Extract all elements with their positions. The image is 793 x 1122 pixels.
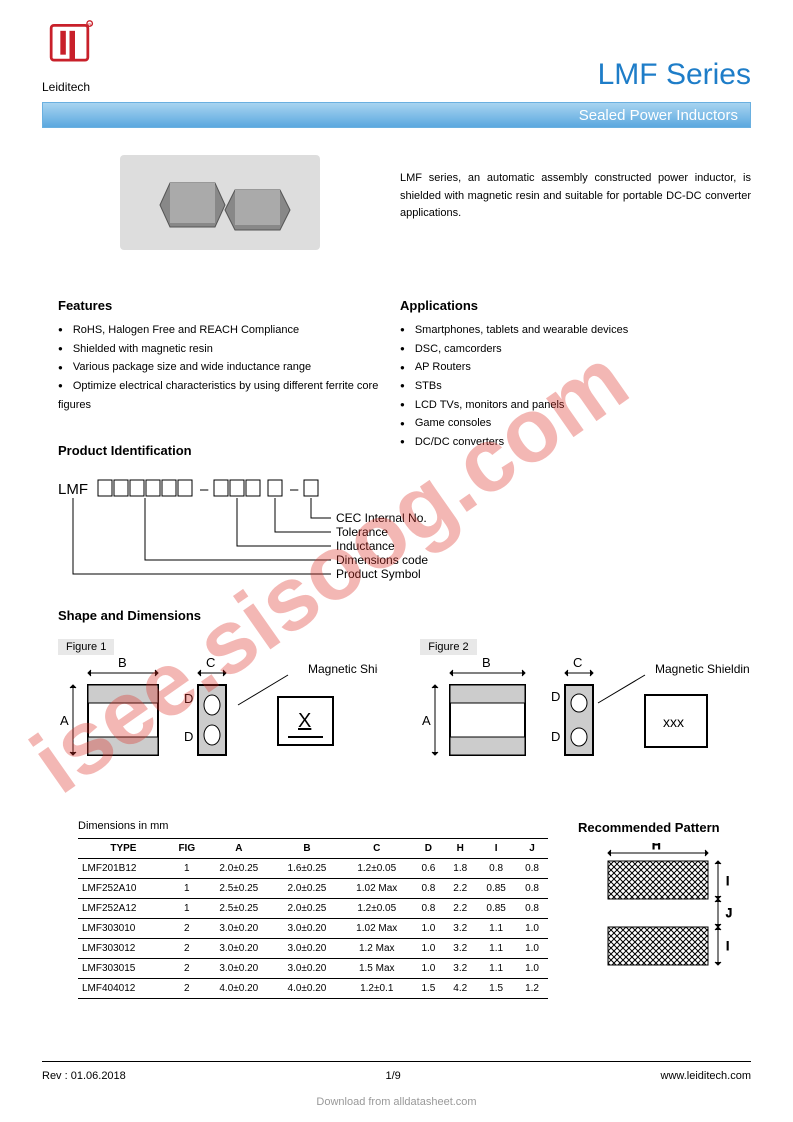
features-section: Features RoHS, Halogen Free and REACH Co…: [58, 298, 388, 414]
figure-1-diagram: Magnetic Shielding A B: [58, 655, 378, 785]
svg-text:Product Symbol: Product Symbol: [336, 567, 421, 581]
svg-text:J: J: [726, 906, 732, 920]
table-header: TYPE: [78, 839, 169, 859]
list-item: RoHS, Halogen Free and REACH Compliance: [58, 321, 388, 340]
footer-divider: [42, 1061, 751, 1062]
table-header: FIG: [169, 839, 205, 859]
list-item: Shielded with magnetic resin: [58, 340, 388, 359]
svg-text:I: I: [726, 939, 729, 953]
list-item: Various package size and wide inductance…: [58, 358, 388, 377]
svg-text:LMF: LMF: [58, 481, 88, 498]
brand-name: Leiditech: [42, 80, 102, 94]
table-header: C: [341, 839, 412, 859]
svg-text:D: D: [551, 689, 560, 704]
table-header: D: [412, 839, 444, 859]
list-item: Game consoles: [400, 414, 730, 433]
table-row: LMF252A1012.5±0.252.0±0.251.02 Max0.82.2…: [78, 879, 548, 899]
applications-heading: Applications: [400, 298, 730, 313]
svg-text:Inductance: Inductance: [336, 539, 395, 553]
svg-text:X: X: [298, 710, 311, 732]
list-item: Smartphones, tablets and wearable device…: [400, 321, 730, 340]
svg-text:–: –: [200, 481, 209, 498]
page-number: 1/9: [386, 1070, 401, 1082]
svg-text:D: D: [184, 729, 193, 744]
product-photo: [120, 155, 320, 250]
svg-text:Magnetic Shielding: Magnetic Shielding: [308, 662, 378, 676]
svg-text:A: A: [60, 713, 69, 728]
svg-text:D: D: [184, 691, 193, 706]
dimensions-caption: Dimensions in mm: [78, 820, 168, 832]
table-header: H: [444, 839, 476, 859]
product-id-section: Product Identification LMF – – CEC Int: [58, 443, 458, 621]
features-list: RoHS, Halogen Free and REACH Compliance …: [58, 321, 388, 414]
applications-list: Smartphones, tablets and wearable device…: [400, 321, 730, 452]
product-id-diagram: LMF – – CEC Internal No. Tolerance: [58, 476, 458, 616]
list-item: Optimize electrical characteristics by u…: [58, 377, 388, 414]
table-header: J: [516, 839, 548, 859]
table-header: I: [476, 839, 516, 859]
svg-text:C: C: [206, 655, 215, 670]
table-header: A: [205, 839, 273, 859]
download-source-text: Download from alldatasheet.com: [0, 1096, 793, 1108]
svg-text:–: –: [290, 481, 299, 498]
svg-text:Magnetic Shielding: Magnetic Shielding: [655, 662, 750, 676]
svg-text:H: H: [652, 843, 661, 852]
dimensions-table: TYPEFIGABCDHIJ LMF201B1212.0±0.251.6±0.2…: [78, 838, 548, 999]
list-item: DSC, camcorders: [400, 340, 730, 359]
recommended-pattern-heading: Recommended Pattern: [578, 820, 758, 835]
figure-1-label: Figure 1: [58, 639, 114, 655]
table-row: LMF30301523.0±0.203.0±0.201.5 Max1.03.21…: [78, 959, 548, 979]
svg-text:Dimensions code: Dimensions code: [336, 553, 428, 567]
features-heading: Features: [58, 298, 388, 313]
page-title: LMF Series: [598, 58, 751, 92]
table-row: LMF30301023.0±0.203.0±0.201.02 Max1.03.2…: [78, 919, 548, 939]
subtitle-bar: Sealed Power Inductors: [42, 102, 751, 128]
svg-text:CEC Internal No.: CEC Internal No.: [336, 511, 427, 525]
leiditech-logo-icon: R: [42, 18, 97, 73]
table-row: LMF40401224.0±0.204.0±0.201.2±0.11.54.21…: [78, 979, 548, 999]
footer: Rev : 01.06.2018 1/9 www.leiditech.com: [42, 1070, 751, 1082]
shape-heading: Shape and Dimensions: [58, 608, 751, 623]
list-item: STBs: [400, 377, 730, 396]
inductor-illustration-icon: [130, 163, 310, 243]
svg-text:Tolerance: Tolerance: [336, 525, 388, 539]
figure-2-diagram: Magnetic Shielding A B: [420, 655, 750, 785]
svg-text:xxx: xxx: [663, 714, 684, 730]
table-row: LMF30301223.0±0.203.0±0.201.2 Max1.03.21…: [78, 939, 548, 959]
svg-text:B: B: [118, 655, 127, 670]
footer-url: www.leiditech.com: [661, 1070, 751, 1082]
table-row: LMF201B1212.0±0.251.6±0.251.2±0.050.61.8…: [78, 859, 548, 879]
recommended-pattern-diagram: H I J I: [578, 843, 748, 993]
shape-section: Shape and Dimensions Figure 1 Magnetic S…: [58, 608, 751, 790]
svg-text:A: A: [422, 713, 431, 728]
figure-2-label: Figure 2: [420, 639, 476, 655]
list-item: AP Routers: [400, 358, 730, 377]
table-header: B: [273, 839, 341, 859]
product-id-heading: Product Identification: [58, 443, 458, 458]
revision-text: Rev : 01.06.2018: [42, 1070, 126, 1082]
recommended-pattern-section: Recommended Pattern H I J I: [578, 820, 758, 998]
svg-text:D: D: [551, 729, 560, 744]
list-item: LCD TVs, monitors and panels: [400, 396, 730, 415]
intro-text: LMF series, an automatic assembly constr…: [400, 170, 751, 223]
table-row: LMF252A1212.5±0.252.0±0.251.2±0.050.82.2…: [78, 899, 548, 919]
svg-text:B: B: [482, 655, 491, 670]
logo-block: R Leiditech: [42, 18, 102, 94]
svg-text:C: C: [573, 655, 582, 670]
svg-text:I: I: [726, 874, 729, 888]
applications-section: Applications Smartphones, tablets and we…: [400, 298, 730, 452]
